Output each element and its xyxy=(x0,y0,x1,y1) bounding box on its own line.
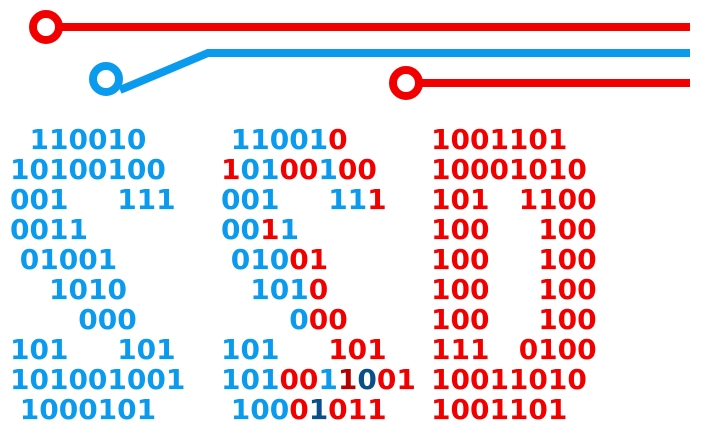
binary-row: 0011 xyxy=(10,215,185,245)
red-node-top xyxy=(29,10,63,44)
binary-digits: 001 111 xyxy=(10,183,176,216)
binary-digits: 1 xyxy=(367,393,387,426)
letter-d-binary: 1001101 10001010 101 1100 100 100 100 100 100… xyxy=(431,125,597,425)
binary-row: 10001010 xyxy=(431,155,597,185)
binary-row: 101 101 xyxy=(10,335,185,365)
binary-row: 101001001 xyxy=(10,365,185,395)
binary-digits: 1000101 xyxy=(10,393,157,426)
binary-digits: 1010 xyxy=(10,273,127,306)
binary-row: 100 100 xyxy=(431,305,597,335)
binary-row: 100 100 xyxy=(431,275,597,305)
binary-digits: 101 1100 xyxy=(431,183,597,216)
binary-row: 10001011 xyxy=(221,395,416,425)
binary-digits: 100 100 xyxy=(431,273,597,306)
binary-row: 110010 xyxy=(221,125,416,155)
binary-digits: 100 xyxy=(221,393,290,426)
binary-digits: 00 xyxy=(279,153,319,186)
binary-row: 10011010 xyxy=(431,365,597,395)
binary-digits: 100 100 xyxy=(431,303,597,336)
binary-digits: 1 xyxy=(308,393,329,426)
binary-digits: 01001 xyxy=(10,243,118,276)
binary-digits: 1 xyxy=(279,213,299,246)
binary-digits: 1001101 xyxy=(431,123,568,156)
binary-row: 000 xyxy=(221,305,416,335)
red-node-lower xyxy=(389,66,423,100)
binary-digits: 0 xyxy=(221,303,309,336)
binary-digits: 000 xyxy=(10,303,137,336)
letter-s-binary-2: 110010 10100100 001 111 0011 01001 1010 000… xyxy=(221,125,416,425)
binary-row: 1010 xyxy=(10,275,185,305)
binary-digits: 10100100 xyxy=(10,153,166,186)
letter-s-binary-1: 110010 10100100 001 111 0011 01001 1010 000… xyxy=(10,125,185,425)
binary-digits: 101001001 xyxy=(10,363,186,396)
binary-digits: 01 xyxy=(289,243,329,276)
binary-digits: 1 xyxy=(318,153,338,186)
binary-row: 110010 xyxy=(10,125,185,155)
binary-digits: 1001101 xyxy=(431,393,568,426)
binary-digits: 10011010 xyxy=(431,363,587,396)
binary-row: 1001101 xyxy=(431,125,597,155)
binary-row: 1010 xyxy=(221,275,416,305)
binary-digits: 01 xyxy=(376,363,416,396)
binary-digits: 01 xyxy=(240,153,280,186)
binary-row: 01001 xyxy=(10,245,185,275)
binary-digits: 00 xyxy=(337,153,377,186)
binary-digits: 11 xyxy=(328,183,368,216)
binary-digits: 110010 xyxy=(10,123,147,156)
binary-digits: 100 100 xyxy=(431,243,597,276)
binary-row: 10100100 xyxy=(10,155,185,185)
binary-digits: 0 xyxy=(357,363,377,396)
binary-row: 100 100 xyxy=(431,245,597,275)
binary-digits: 0 xyxy=(308,273,329,306)
binary-digits: 0 xyxy=(289,393,309,426)
binary-row: 111 0100 xyxy=(431,335,597,365)
binary-row: 10100100 xyxy=(221,155,416,185)
binary-digits: 001 xyxy=(221,183,329,216)
binary-digits: 1 xyxy=(337,363,358,396)
binary-digits: 100 100 xyxy=(431,213,597,246)
binary-digits: 101 xyxy=(221,273,309,306)
binary-row: 0011 xyxy=(221,215,416,245)
binary-digits: 101 xyxy=(221,363,280,396)
binary-digits: 00 xyxy=(279,363,319,396)
blue-node xyxy=(89,62,123,96)
binary-digits: 010 xyxy=(221,243,290,276)
binary-row: 001 111 xyxy=(221,185,416,215)
binary-digits: 1 xyxy=(259,213,280,246)
blue-trace xyxy=(118,49,690,94)
binary-row: 000 xyxy=(10,305,185,335)
binary-row: 1000101 xyxy=(10,395,185,425)
binary-row: 1010011001 xyxy=(221,365,416,395)
binary-digits: 1 xyxy=(367,183,387,216)
binary-digits: 00 xyxy=(221,213,260,246)
binary-digits: 01 xyxy=(328,393,368,426)
binary-digits: 0 xyxy=(328,123,348,156)
binary-digits: 1 xyxy=(221,153,241,186)
binary-row: 001 111 xyxy=(10,185,185,215)
binary-digits: 1 xyxy=(318,363,338,396)
binary-digits: 101 101 xyxy=(10,333,176,366)
binary-row: 01001 xyxy=(221,245,416,275)
binary-digits: 10001010 xyxy=(431,153,587,186)
binary-digits: 0011 xyxy=(10,213,88,246)
binary-digits: 101 xyxy=(328,333,387,366)
binary-row: 1001101 xyxy=(431,395,597,425)
binary-row: 101 1100 xyxy=(431,185,597,215)
binary-digits: 101 xyxy=(221,333,329,366)
binary-row: 100 100 xyxy=(431,215,597,245)
binary-digits: 11001 xyxy=(221,123,329,156)
binary-row: 101 101 xyxy=(221,335,416,365)
binary-digits: 111 0100 xyxy=(431,333,597,366)
binary-digits: 00 xyxy=(308,303,348,336)
